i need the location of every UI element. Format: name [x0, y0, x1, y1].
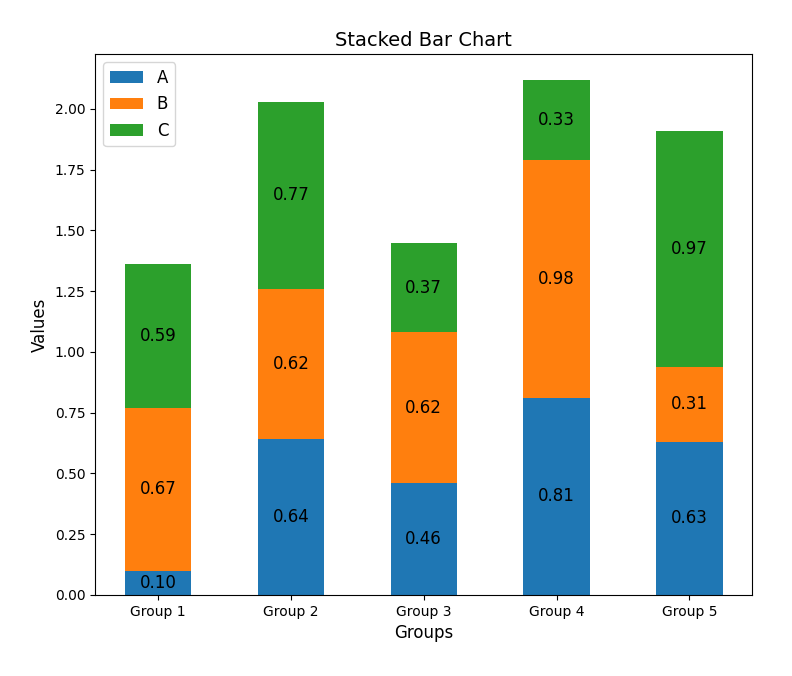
Text: 0.97: 0.97 — [671, 240, 708, 258]
Text: 0.63: 0.63 — [671, 509, 708, 527]
Y-axis label: Values: Values — [31, 297, 49, 352]
Bar — [524, 80, 590, 160]
Title: Stacked Bar Chart: Stacked Bar Chart — [335, 30, 512, 50]
Bar — [524, 160, 590, 398]
Bar — [125, 571, 192, 595]
Legend: A, B, C: A, B, C — [104, 62, 175, 147]
Bar — [125, 264, 192, 408]
X-axis label: Groups: Groups — [394, 624, 453, 642]
Text: 0.62: 0.62 — [272, 355, 310, 373]
Text: 0.67: 0.67 — [139, 480, 177, 498]
Text: 0.46: 0.46 — [406, 530, 442, 548]
Text: 0.62: 0.62 — [406, 399, 442, 417]
Bar — [257, 101, 324, 289]
Text: 0.10: 0.10 — [139, 574, 177, 592]
Text: 0.33: 0.33 — [538, 111, 575, 129]
Text: 0.31: 0.31 — [671, 395, 708, 413]
Text: 0.59: 0.59 — [139, 327, 177, 345]
Text: 0.98: 0.98 — [538, 270, 575, 288]
Text: 0.64: 0.64 — [272, 508, 310, 526]
Text: 0.37: 0.37 — [406, 279, 442, 297]
Bar — [390, 483, 457, 595]
Bar — [390, 243, 457, 333]
Bar — [524, 398, 590, 595]
Bar — [656, 131, 722, 366]
Text: 0.81: 0.81 — [538, 487, 575, 506]
Bar — [656, 442, 722, 595]
Bar — [656, 366, 722, 442]
Bar — [390, 333, 457, 483]
Bar — [257, 439, 324, 595]
Bar — [257, 289, 324, 439]
Bar — [125, 408, 192, 571]
Text: 0.77: 0.77 — [272, 186, 310, 204]
